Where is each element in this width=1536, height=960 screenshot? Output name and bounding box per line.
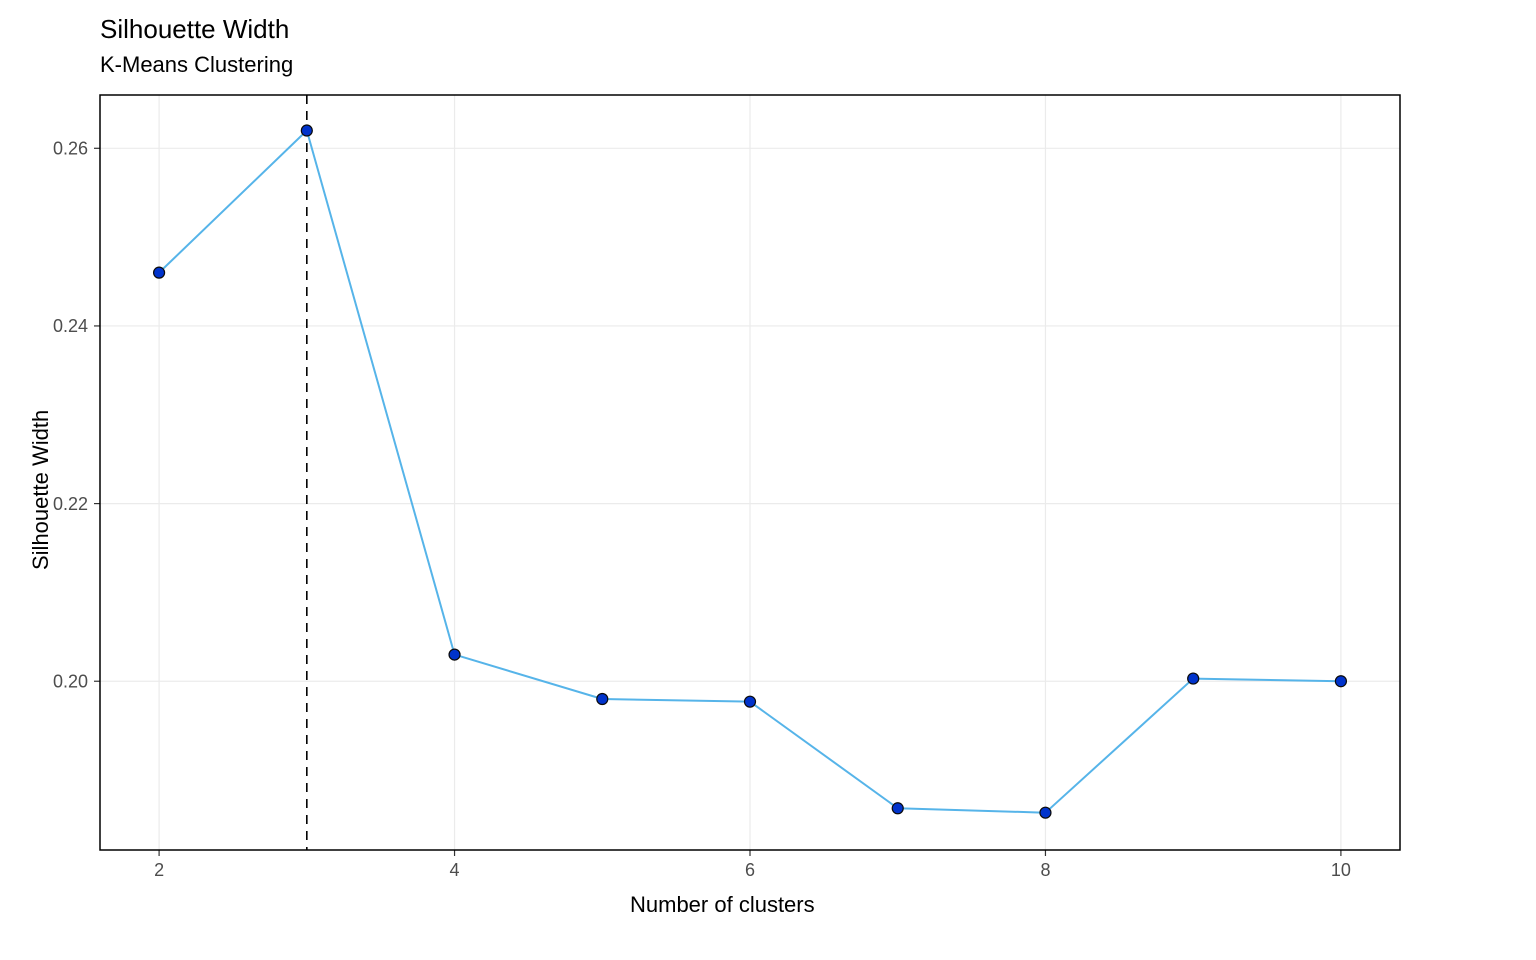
y-axis-label: Silhouette Width — [28, 410, 54, 570]
data-point — [892, 803, 903, 814]
x-tick-label: 8 — [1040, 860, 1050, 880]
data-point — [745, 696, 756, 707]
x-tick-label: 2 — [154, 860, 164, 880]
data-point — [597, 694, 608, 705]
data-point — [1188, 673, 1199, 684]
data-point — [449, 649, 460, 660]
x-axis-label: Number of clusters — [630, 892, 815, 918]
data-point — [154, 267, 165, 278]
data-point — [1040, 807, 1051, 818]
x-tick-label: 4 — [450, 860, 460, 880]
y-tick-label: 0.20 — [53, 672, 88, 692]
chart-svg: 2 4 6 8 10 0.20 0.22 0.24 0.26 — [0, 0, 1536, 960]
y-tick-label: 0.26 — [53, 139, 88, 159]
y-tick-label: 0.22 — [53, 494, 88, 514]
x-tick-label: 6 — [745, 860, 755, 880]
silhouette-chart: Silhouette Width K-Means Clustering Silh… — [0, 0, 1536, 960]
data-point — [1335, 676, 1346, 687]
chart-subtitle: K-Means Clustering — [100, 52, 293, 78]
y-tick-label: 0.24 — [53, 316, 88, 336]
x-tick-label: 10 — [1331, 860, 1351, 880]
data-point — [301, 125, 312, 136]
chart-title: Silhouette Width — [100, 14, 289, 45]
